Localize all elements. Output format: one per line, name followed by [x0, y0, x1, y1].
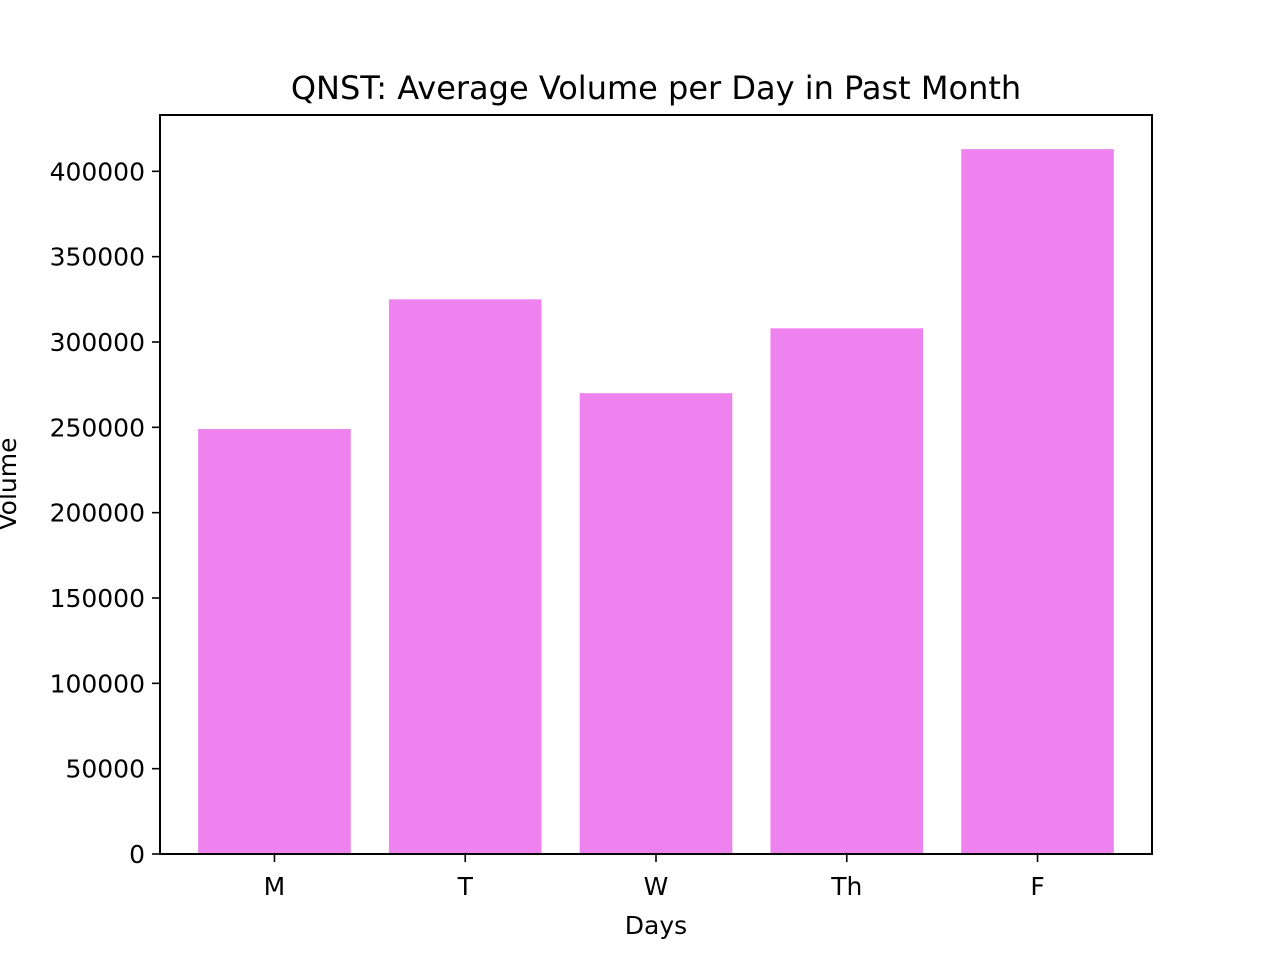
y-tick-label: 250000 — [50, 413, 145, 442]
y-tick-label: 0 — [129, 840, 145, 869]
y-axis-ticks: 0 50000 100000 150000 200000 250000 300000 3500… — [50, 157, 160, 869]
bar-th — [770, 328, 924, 855]
chart-title: QNST: Average Volume per Day in Past Mon… — [291, 69, 1021, 107]
x-tick-label-th: Th — [830, 872, 862, 901]
bar-m — [198, 429, 351, 854]
x-tick-label-w: W — [644, 872, 669, 901]
y-tick-label: 50000 — [65, 755, 145, 784]
plot-frame — [159, 114, 1153, 855]
y-tick-label: 350000 — [50, 243, 145, 272]
x-tick-label-f: F — [1030, 872, 1044, 901]
x-axis-ticks: M T W Th F — [264, 854, 1045, 901]
y-tick-label: 150000 — [50, 584, 145, 613]
y-tick-label: 300000 — [50, 328, 145, 357]
bar-w — [579, 393, 733, 854]
bar-f — [961, 149, 1114, 855]
y-axis-label: Volume — [0, 438, 22, 531]
x-tick-label-m: M — [264, 872, 286, 901]
x-axis-label: Days — [625, 911, 687, 940]
bars-group — [198, 149, 1114, 855]
y-tick-label: 200000 — [50, 499, 145, 528]
bar-t — [388, 299, 542, 854]
y-tick-label: 100000 — [50, 669, 145, 698]
y-tick-label: 400000 — [50, 157, 145, 186]
x-tick-label-t: T — [457, 872, 474, 901]
